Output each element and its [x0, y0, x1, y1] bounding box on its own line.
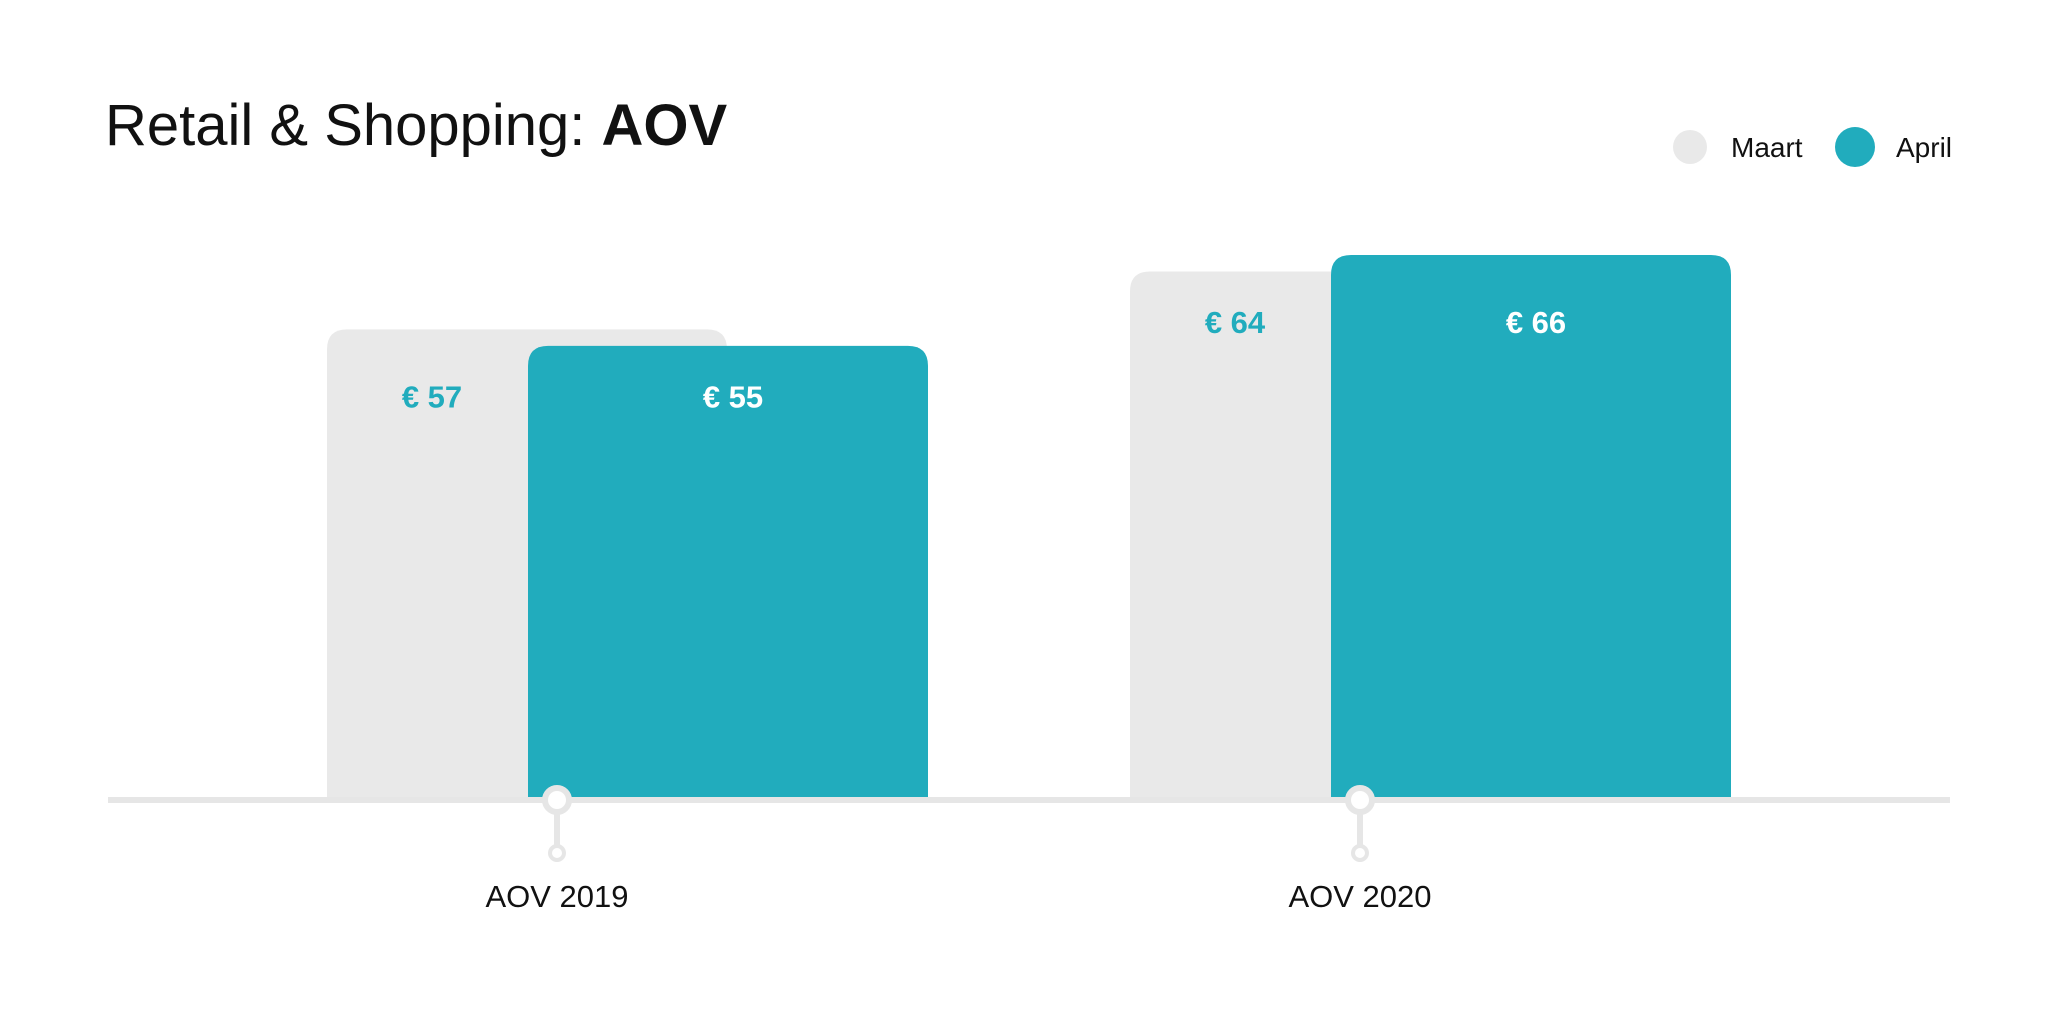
baseline	[108, 797, 1950, 803]
legend-label-maart: Maart	[1731, 132, 1803, 163]
tick-marker-0	[542, 785, 572, 815]
tick-marker-1	[1345, 785, 1375, 815]
chart-title: Retail & Shopping: AOV	[105, 93, 728, 158]
legend: Maart April	[1673, 127, 1952, 167]
chart-title-prefix: Retail & Shopping:	[105, 93, 602, 158]
bar-april-1	[1331, 255, 1731, 800]
bars: € 57 € 55 € 64 € 66	[327, 255, 1731, 800]
category-label-1: AOV 2020	[1288, 879, 1431, 914]
chart-title-emphasis: AOV	[602, 93, 728, 158]
data-label-april-1: € 66	[1506, 305, 1566, 340]
bar-april-0	[528, 345, 928, 800]
category-label-0: AOV 2019	[485, 879, 628, 914]
legend-swatch-april	[1835, 127, 1875, 167]
data-label-april-0: € 55	[703, 379, 763, 414]
legend-label-april: April	[1896, 132, 1952, 163]
data-label-maart-1: € 64	[1205, 305, 1266, 340]
tick-end-0	[548, 844, 566, 862]
data-label-maart-0: € 57	[402, 379, 462, 414]
legend-swatch-maart	[1673, 130, 1707, 164]
category-ticks: AOV 2019 AOV 2020	[485, 785, 1432, 914]
tick-end-1	[1351, 844, 1369, 862]
